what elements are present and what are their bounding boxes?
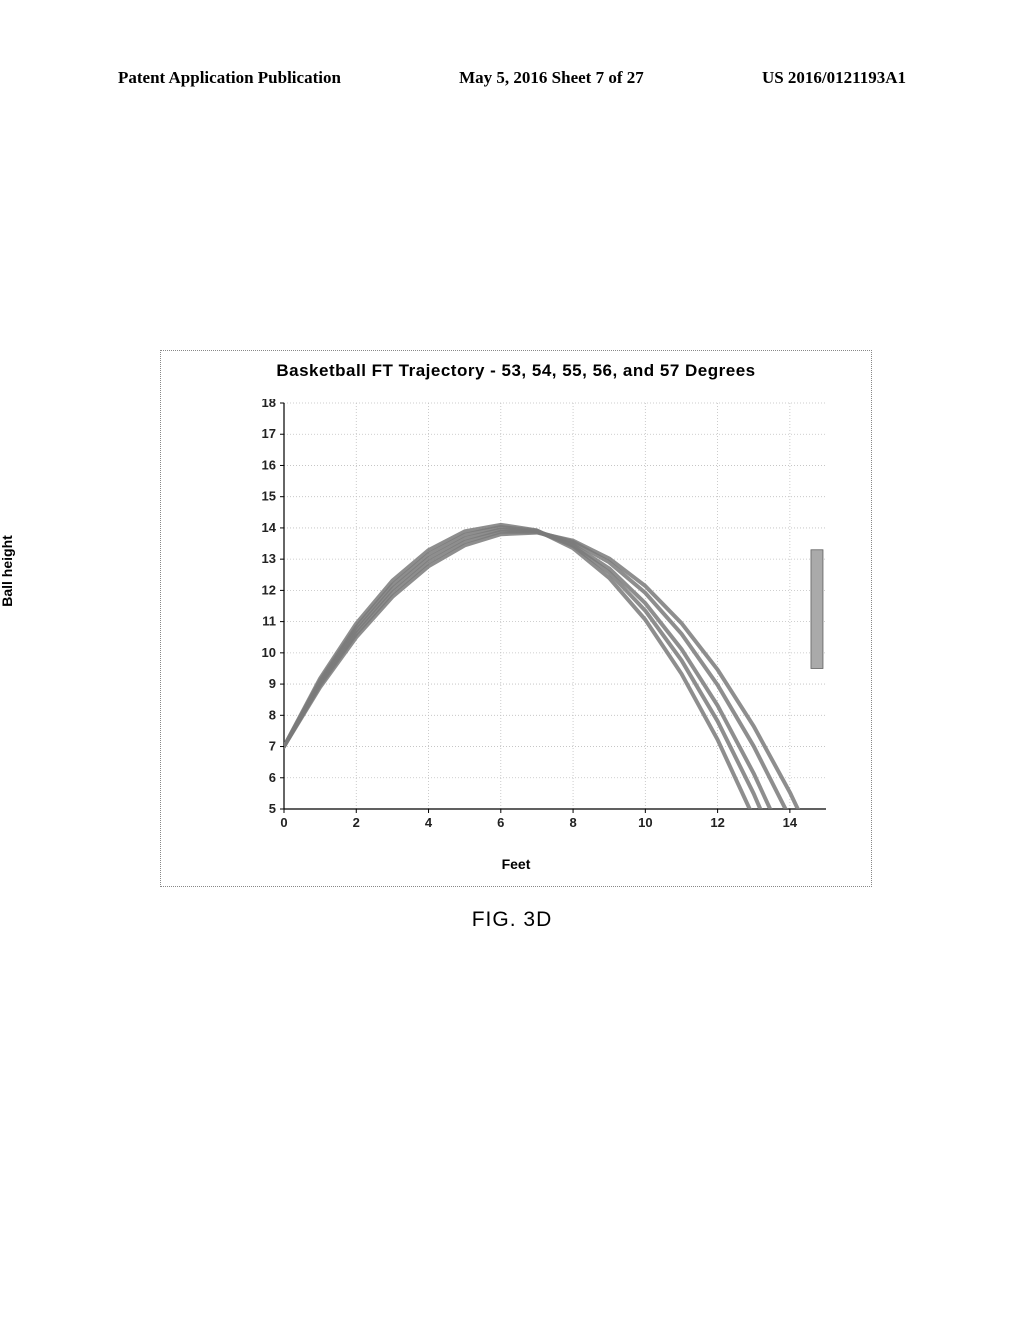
svg-text:16: 16 [262, 457, 276, 472]
svg-text:10: 10 [638, 815, 652, 830]
chart-title: Basketball FT Trajectory - 53, 54, 55, 5… [161, 361, 871, 381]
svg-text:6: 6 [269, 770, 276, 785]
svg-text:18: 18 [262, 399, 276, 410]
svg-text:5: 5 [269, 801, 276, 816]
svg-text:15: 15 [262, 489, 276, 504]
header-left: Patent Application Publication [118, 68, 341, 88]
svg-text:8: 8 [569, 815, 576, 830]
chart-svg: 5 6 7 8 9 10 11 12 13 14 15 16 17 18 0 2 4 6 8 10 12 14 [246, 399, 836, 839]
svg-text:2: 2 [353, 815, 360, 830]
svg-text:13: 13 [262, 551, 276, 566]
svg-text:10: 10 [262, 645, 276, 660]
page-header: Patent Application Publication May 5, 20… [0, 68, 1024, 88]
header-right: US 2016/0121193A1 [762, 68, 906, 88]
figure-caption: FIG. 3D [0, 908, 1024, 932]
svg-text:0: 0 [280, 815, 287, 830]
svg-text:12: 12 [262, 582, 276, 597]
svg-text:12: 12 [710, 815, 724, 830]
svg-text:9: 9 [269, 676, 276, 691]
x-axis-label: Feet [161, 856, 871, 872]
svg-text:14: 14 [783, 815, 798, 830]
page-root: Patent Application Publication May 5, 20… [0, 0, 1024, 1320]
svg-text:8: 8 [269, 707, 276, 722]
svg-text:4: 4 [425, 815, 433, 830]
svg-text:14: 14 [262, 520, 277, 535]
svg-text:17: 17 [262, 426, 276, 441]
plot-area: 5 6 7 8 9 10 11 12 13 14 15 16 17 18 0 2 4 6 8 10 12 14 [246, 399, 836, 839]
svg-text:6: 6 [497, 815, 504, 830]
svg-text:11: 11 [262, 614, 276, 629]
y-axis-label: Ball height [0, 511, 15, 631]
figure-panel: Basketball FT Trajectory - 53, 54, 55, 5… [160, 350, 872, 887]
header-center: May 5, 2016 Sheet 7 of 27 [459, 68, 644, 88]
svg-text:7: 7 [269, 739, 276, 754]
